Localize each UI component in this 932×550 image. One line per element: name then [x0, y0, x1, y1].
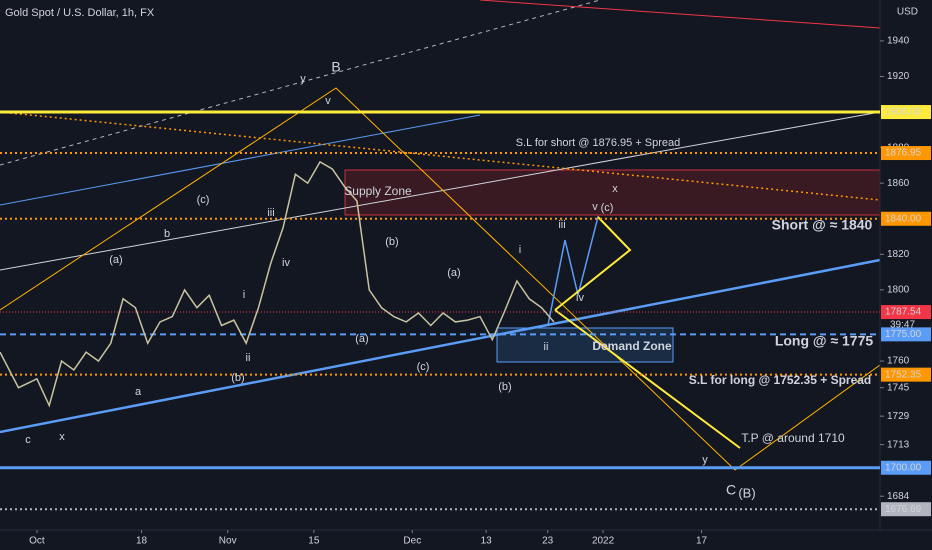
wave-label: iii: [558, 219, 565, 231]
currency: USD: [897, 7, 918, 18]
trend-line: [0, 114, 481, 206]
wave-label: i: [243, 289, 245, 301]
level-label: 1775.00: [885, 329, 922, 340]
level-label: 1700.00: [885, 462, 922, 473]
level-label: 1840.00: [885, 213, 922, 224]
level-tag: [881, 367, 931, 382]
wave-label: (c): [197, 194, 210, 206]
x-tick-label: 18: [136, 536, 148, 547]
wave-label: c: [25, 434, 31, 446]
wave-label: x: [612, 183, 618, 195]
wave-label: (a): [355, 333, 368, 345]
wave-label: y: [300, 73, 306, 85]
trend-line: [0, 111, 881, 271]
level-label: 1787.54: [885, 307, 922, 318]
wave-label: B: [331, 59, 340, 75]
y-tick-label: 1729: [887, 411, 910, 422]
annotation: S.L for short @ 1876.95 + Spread: [516, 137, 681, 149]
price-line: [0, 160, 555, 408]
trend-line: [0, 111, 881, 201]
trend-line: [479, 0, 881, 29]
wave-label: iii: [267, 207, 274, 219]
x-tick-label: Oct: [29, 536, 45, 547]
y-tick-label: 1860: [887, 178, 910, 189]
wave-label: ii: [544, 341, 549, 353]
wave-label: x: [59, 431, 65, 443]
price-axis: [880, 0, 932, 550]
level-tag: [881, 502, 931, 517]
annotation: Short @ ≈ 1840: [772, 217, 873, 233]
plot-bg: [0, 0, 880, 530]
wave-label: iv: [576, 292, 584, 304]
wave-label: (b): [498, 381, 511, 393]
wave-label: (c): [417, 361, 430, 373]
y-tick-label: 1760: [887, 356, 910, 367]
wave-label: (b): [385, 236, 398, 248]
arrow: [554, 309, 741, 449]
level-label: 1876.95: [885, 148, 922, 159]
wave-path: [0, 87, 881, 471]
x-tick-label: 15: [308, 536, 320, 547]
countdown: 39:47: [890, 320, 915, 331]
trend-line: [0, 258, 881, 434]
wave-label: v: [592, 201, 598, 213]
level-tag: [881, 146, 931, 161]
wave-label: b: [164, 228, 170, 240]
wave-label: i: [519, 244, 521, 256]
axes: 1940192018801860182018001760174517291713…: [29, 36, 931, 547]
level-tag: [881, 105, 931, 120]
wave-label: a: [135, 386, 142, 398]
wave-label: ii: [246, 352, 251, 364]
chart-title: Gold Spot / U.S. Dollar, 1h, FX: [5, 7, 155, 19]
y-tick-label: 1745: [887, 382, 910, 393]
level-tag: [881, 305, 931, 320]
y-tick-label: 1920: [887, 71, 910, 82]
x-tick-label: 23: [542, 536, 554, 547]
wave-label: (B): [738, 485, 755, 500]
level-label: 1752.35: [885, 369, 922, 380]
wave-label: v: [325, 95, 331, 107]
x-tick-label: Nov: [219, 536, 237, 547]
wave-label: C: [726, 482, 736, 498]
y-tick-label: 1820: [887, 249, 910, 260]
x-tick-label: 2022: [592, 536, 615, 547]
level-label: 1900.00: [885, 107, 922, 118]
y-tick-label: 1940: [887, 36, 910, 47]
wave-label: (a): [447, 267, 460, 279]
x-tick-label: 13: [481, 536, 493, 547]
wave-label: (b): [231, 372, 244, 384]
level-tag: [881, 460, 931, 475]
annotation: S.L for long @ 1752.35 + Spread: [689, 373, 872, 387]
arrow: [554, 216, 632, 311]
y-tick-label: 1684: [887, 491, 910, 502]
x-tick-label: 17: [696, 536, 708, 547]
y-tick-label: 1713: [887, 439, 910, 450]
wave-label: y: [702, 454, 708, 466]
wave-label: (a): [109, 254, 122, 266]
annotation: T.P @ around 1710: [741, 431, 845, 445]
annotation: Long @ ≈ 1775: [775, 333, 874, 349]
annotation: Demand Zone: [592, 339, 672, 353]
level-tag: [881, 327, 931, 342]
x-tick-label: Dec: [403, 536, 421, 547]
level-tag: [881, 211, 931, 226]
y-tick-label: 1800: [887, 285, 910, 296]
wave-label: iv: [282, 257, 290, 269]
annotation: Supply Zone: [344, 184, 412, 198]
wave-label: (c): [601, 202, 614, 214]
level-label: 1676.69: [885, 504, 922, 515]
